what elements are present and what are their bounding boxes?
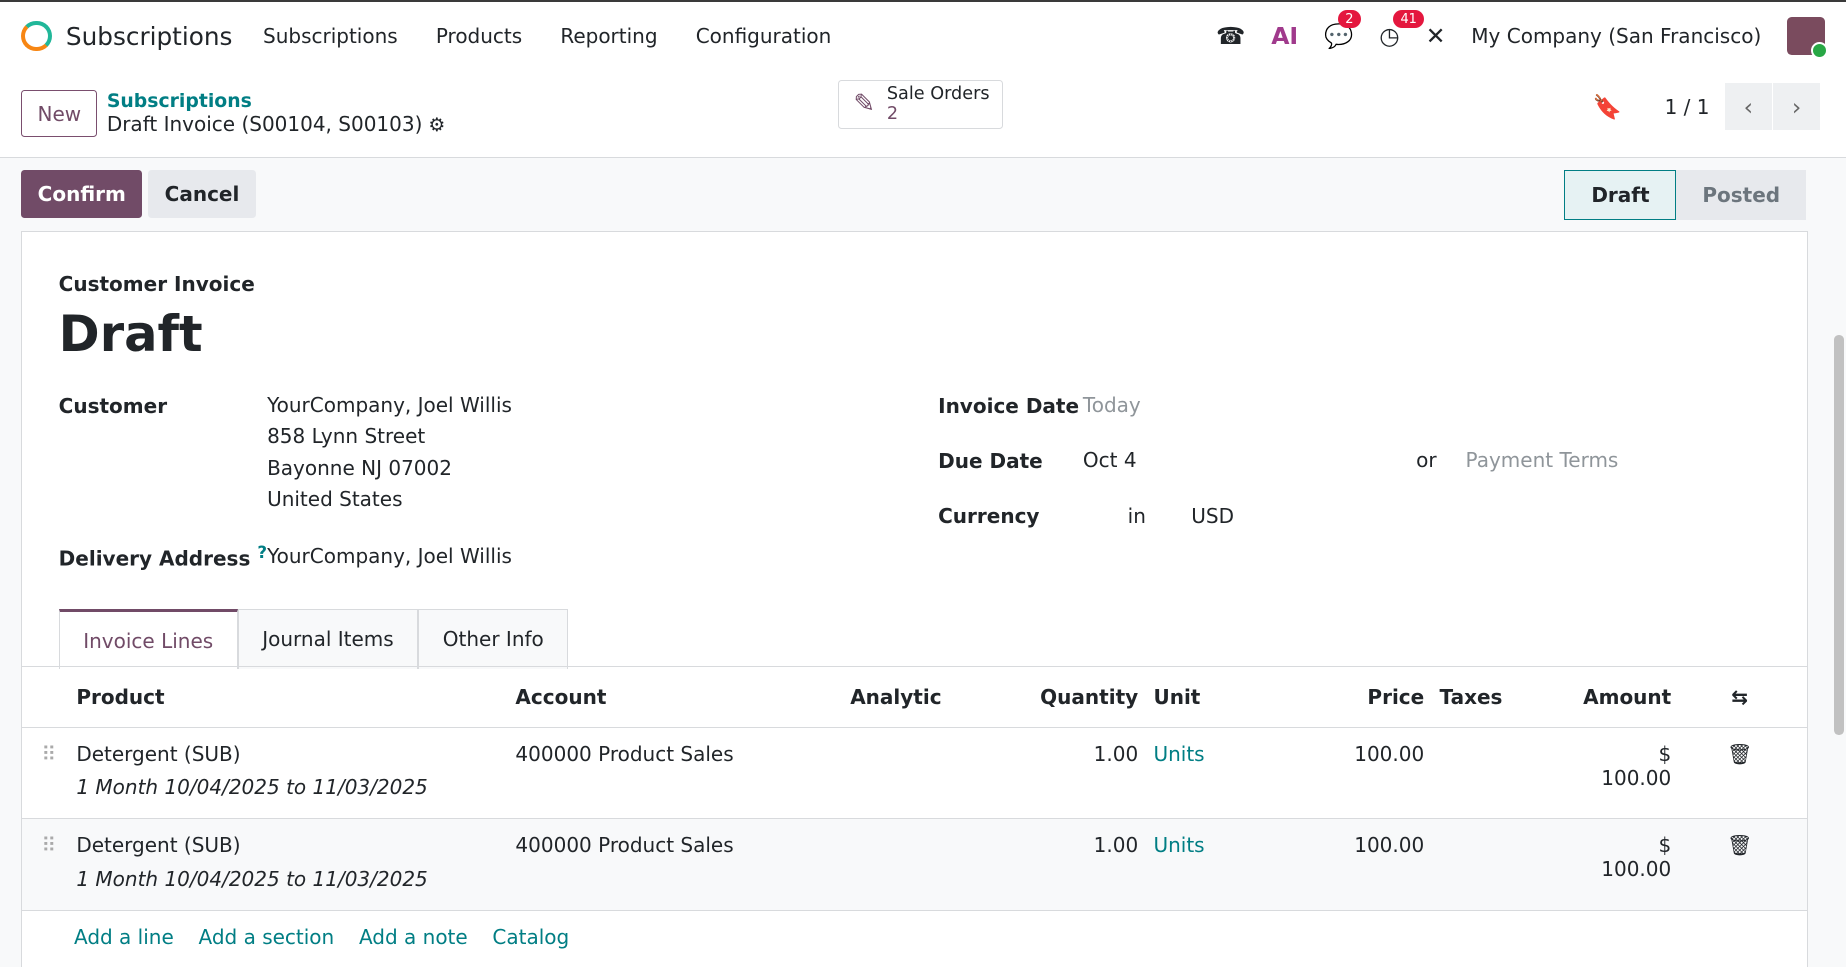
col-unit[interactable]: Unit (1139, 665, 1249, 728)
cancel-button[interactable]: Cancel (148, 170, 256, 218)
sale-orders-smart-button[interactable]: ✎ Sale Orders 2 (838, 79, 1004, 130)
customer-country: United States (267, 486, 403, 511)
menu-reporting[interactable]: Reporting (560, 24, 658, 49)
currency-input[interactable]: USD (1191, 503, 1234, 528)
invoice-sheet: Customer Invoice Draft Customer YourComp… (21, 231, 1808, 967)
trash-icon[interactable]: 🗑 (1726, 833, 1753, 858)
tab-journal-items[interactable]: Journal Items (237, 609, 419, 670)
status-bar: Draft Posted (1564, 170, 1806, 220)
customer-label: Customer (58, 393, 168, 418)
drag-handle-icon[interactable]: ⠿ (41, 833, 56, 858)
due-date-label: Due Date (938, 448, 1043, 473)
top-navbar: Subscriptions Subscriptions Products Rep… (0, 2, 1846, 70)
currency-label: Currency (938, 504, 1040, 529)
table-row[interactable]: ⠿ Detergent (SUB) 1 Month 10/04/2025 to 1… (22, 727, 1807, 819)
line-product[interactable]: Detergent (SUB) (76, 833, 241, 858)
phone-icon[interactable]: ☎ (1215, 22, 1246, 51)
delivery-address-field[interactable]: YourCompany, Joel Willis (267, 543, 512, 568)
smart-button-label: Sale Orders (886, 84, 990, 105)
company-switcher[interactable]: My Company (San Francisco) (1471, 24, 1762, 49)
currency-in-text: in (1127, 503, 1146, 528)
line-product[interactable]: Detergent (SUB) (76, 741, 241, 766)
form-view: Confirm Cancel Draft Posted Customer Inv… (0, 158, 1846, 967)
delivery-address-label: Delivery Address ? (59, 543, 267, 571)
tab-invoice-lines[interactable]: Invoice Lines (58, 609, 238, 670)
invoice-lines-table: Product Account Analytic Quantity Unit P… (22, 665, 1807, 911)
line-price[interactable]: 100.00 (1354, 741, 1425, 766)
line-quantity[interactable]: 1.00 (1093, 741, 1139, 766)
line-price[interactable]: 100.00 (1354, 833, 1425, 858)
column-settings-icon[interactable]: ⇆ (1672, 665, 1807, 728)
add-line-links: Add a line Add a section Add a note Cata… (74, 925, 569, 949)
breadcrumb-current: Draft Invoice (S00104, S00103) (106, 112, 423, 137)
confirm-button[interactable]: Confirm (21, 170, 143, 218)
app-title[interactable]: Subscriptions (65, 21, 233, 51)
app-logo-icon[interactable] (21, 20, 52, 52)
edit-icon: ✎ (853, 89, 876, 120)
pager-next-button[interactable]: › (1773, 83, 1821, 131)
pager-previous-button[interactable]: ‹ (1724, 83, 1772, 131)
col-taxes[interactable]: Taxes (1425, 665, 1582, 728)
notebook-tabs: Invoice Lines Journal Items Other Info (58, 609, 569, 670)
delivery-label-text: Delivery Address (58, 546, 251, 571)
payment-terms-input[interactable]: Payment Terms (1465, 448, 1619, 473)
activities-badge: 41 (1393, 10, 1424, 28)
menu-subscriptions[interactable]: Subscriptions (263, 24, 398, 49)
invoice-title: Draft (58, 305, 203, 364)
breadcrumb: Subscriptions Draft Invoice (S00104, S00… (107, 91, 445, 136)
help-icon[interactable]: ? (257, 543, 268, 563)
customer-city: Bayonne NJ 07002 (267, 455, 452, 480)
line-amount: $ 100.00 (1601, 741, 1672, 790)
col-amount[interactable]: Amount (1581, 665, 1673, 728)
line-description[interactable]: 1 Month 10/04/2025 to 11/03/2025 (76, 775, 428, 800)
menu-configuration[interactable]: Configuration (695, 24, 832, 49)
trash-icon[interactable]: 🗑 (1726, 741, 1753, 766)
breadcrumb-subscriptions[interactable]: Subscriptions (106, 91, 252, 113)
line-description[interactable]: 1 Month 10/04/2025 to 11/03/2025 (76, 866, 428, 891)
user-avatar[interactable] (1787, 17, 1829, 59)
bookmark-icon[interactable]: 🔖 (1592, 92, 1623, 121)
control-panel: New Subscriptions Draft Invoice (S00104,… (0, 70, 1846, 159)
messages-icon[interactable]: 💬 2 (1324, 10, 1361, 50)
page-scrollbar[interactable] (1834, 334, 1844, 736)
status-draft[interactable]: Draft (1564, 170, 1677, 220)
line-account[interactable]: 400000 Product Sales (515, 833, 734, 858)
col-price[interactable]: Price (1248, 665, 1426, 728)
add-note-link[interactable]: Add a note (358, 924, 468, 949)
invoice-date-label: Invoice Date (938, 393, 1080, 418)
or-text: or (1416, 448, 1437, 473)
invoice-date-input[interactable]: Today (1082, 393, 1141, 418)
line-unit[interactable]: Units (1153, 833, 1205, 858)
drag-handle-icon[interactable]: ⠿ (41, 741, 56, 766)
catalog-link[interactable]: Catalog (492, 924, 570, 949)
customer-street: 858 Lynn Street (267, 424, 426, 449)
new-button[interactable]: New (21, 90, 98, 138)
table-row[interactable]: ⠿ Detergent (SUB) 1 Month 10/04/2025 to 1… (22, 818, 1807, 911)
menu-products[interactable]: Products (435, 24, 523, 49)
status-posted[interactable]: Posted (1676, 170, 1806, 220)
pager: 🔖 1 / 1 ‹ › (1592, 83, 1821, 131)
col-analytic[interactable]: Analytic (822, 665, 943, 728)
add-line-link[interactable]: Add a line (73, 924, 174, 949)
invoice-type: Customer Invoice (58, 272, 255, 297)
add-section-link[interactable]: Add a section (198, 924, 335, 949)
gear-icon[interactable]: ⚙ (428, 115, 446, 137)
customer-name: YourCompany, Joel Willis (267, 393, 512, 418)
col-product[interactable]: Product (75, 665, 515, 728)
pager-value[interactable]: 1 / 1 (1664, 94, 1710, 119)
line-amount: $ 100.00 (1601, 833, 1672, 882)
line-quantity[interactable]: 1.00 (1093, 833, 1139, 858)
line-unit[interactable]: Units (1153, 741, 1205, 766)
messages-badge: 2 (1338, 10, 1361, 28)
ai-icon[interactable]: AI (1271, 22, 1299, 51)
tab-other-info[interactable]: Other Info (418, 609, 569, 670)
due-date-input[interactable]: Oct 4 (1082, 448, 1137, 473)
col-quantity[interactable]: Quantity (942, 665, 1140, 728)
line-account[interactable]: 400000 Product Sales (515, 741, 734, 766)
activities-icon[interactable]: ◷ 41 (1379, 10, 1424, 50)
customer-field[interactable]: YourCompany, Joel Willis 858 Lynn Street… (267, 390, 512, 515)
debug-tools-icon[interactable]: ✕ (1425, 22, 1446, 51)
smart-button-count: 2 (886, 104, 899, 125)
col-account[interactable]: Account (514, 665, 823, 728)
